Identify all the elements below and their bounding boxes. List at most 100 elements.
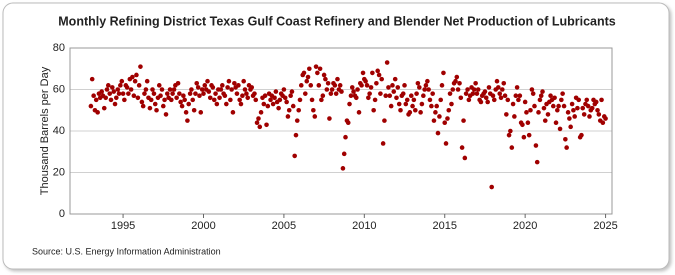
data-point: [234, 91, 240, 96]
data-point: [540, 89, 545, 94]
data-point: [557, 126, 563, 132]
data-point: [555, 107, 560, 113]
data-point: [449, 101, 454, 107]
data-point: [438, 97, 444, 103]
data-point: [572, 114, 577, 119]
data-point: [88, 103, 94, 109]
y-tick-label: 60: [53, 83, 65, 95]
data-point: [286, 107, 292, 113]
data-point: [245, 95, 251, 101]
data-point: [341, 151, 347, 157]
data-point: [261, 101, 267, 107]
data-point: [328, 91, 334, 96]
data-point: [517, 93, 523, 99]
data-point: [230, 110, 236, 115]
data-point: [315, 70, 320, 76]
data-point: [593, 99, 599, 105]
data-point: [485, 99, 490, 105]
data-point: [576, 97, 582, 103]
data-point: [343, 134, 348, 140]
data-point: [244, 91, 249, 96]
y-tick-label: 40: [53, 125, 65, 137]
data-point: [433, 110, 438, 115]
data-point: [297, 97, 303, 103]
data-point: [151, 91, 157, 96]
data-point: [276, 105, 281, 111]
data-point: [253, 97, 259, 103]
data-point: [447, 91, 453, 96]
data-point: [419, 101, 425, 107]
data-point: [509, 145, 515, 150]
data-point: [512, 114, 517, 119]
data-point: [417, 85, 422, 90]
data-point: [197, 93, 202, 99]
data-point: [187, 91, 193, 96]
data-point: [163, 112, 169, 117]
data-point: [529, 87, 535, 92]
y-tick-label: 20: [53, 166, 65, 178]
data-point: [170, 91, 175, 96]
data-point: [194, 80, 200, 86]
data-point: [548, 93, 553, 99]
data-point: [600, 120, 606, 125]
data-point: [587, 114, 592, 119]
data-point: [154, 107, 159, 113]
data-point: [182, 97, 187, 103]
data-point: [345, 120, 351, 125]
x-tick-label: 2000: [191, 220, 215, 232]
data-point: [398, 107, 403, 113]
data-point: [410, 103, 415, 109]
data-point: [510, 101, 516, 107]
data-point: [536, 110, 541, 115]
data-point: [388, 103, 394, 109]
data-point: [236, 83, 241, 88]
data-point: [282, 95, 288, 101]
data-point: [446, 107, 452, 113]
data-point: [242, 87, 248, 92]
data-point: [174, 95, 179, 101]
data-point: [140, 103, 146, 109]
data-point: [443, 141, 449, 146]
chart-title: Monthly Refining District Texas Gulf Coa…: [58, 14, 616, 28]
data-point: [408, 93, 414, 99]
data-point: [522, 99, 528, 105]
data-point: [430, 91, 435, 96]
data-point: [122, 97, 127, 103]
data-point: [411, 97, 417, 103]
data-point: [171, 87, 177, 92]
data-point: [421, 93, 426, 99]
data-point: [207, 95, 213, 101]
data-point: [185, 118, 190, 123]
data-point: [305, 74, 311, 80]
data-point: [395, 85, 401, 90]
data-point: [167, 87, 173, 92]
data-point: [538, 93, 544, 99]
data-point: [375, 68, 380, 74]
data-point: [526, 132, 532, 138]
data-point: [210, 85, 216, 90]
data-point: [226, 78, 232, 84]
plot-border: [69, 47, 613, 215]
x-tick-label: 2015: [432, 220, 456, 232]
data-point: [542, 118, 548, 123]
data-point: [414, 91, 419, 96]
data-point: [195, 85, 201, 90]
data-point: [368, 85, 374, 90]
data-point: [552, 95, 557, 101]
data-point: [360, 70, 366, 76]
data-point: [126, 91, 131, 96]
data-point: [118, 83, 123, 88]
data-point: [575, 105, 580, 111]
data-point: [423, 83, 429, 88]
data-point: [462, 155, 468, 161]
data-point: [316, 83, 322, 88]
data-point: [363, 78, 368, 84]
data-point: [413, 107, 418, 113]
data-point: [379, 76, 384, 82]
data-point: [302, 91, 308, 96]
data-point: [453, 78, 458, 84]
data-point: [473, 80, 478, 86]
data-point: [567, 116, 572, 121]
data-point: [422, 87, 427, 92]
data-point: [324, 87, 330, 92]
